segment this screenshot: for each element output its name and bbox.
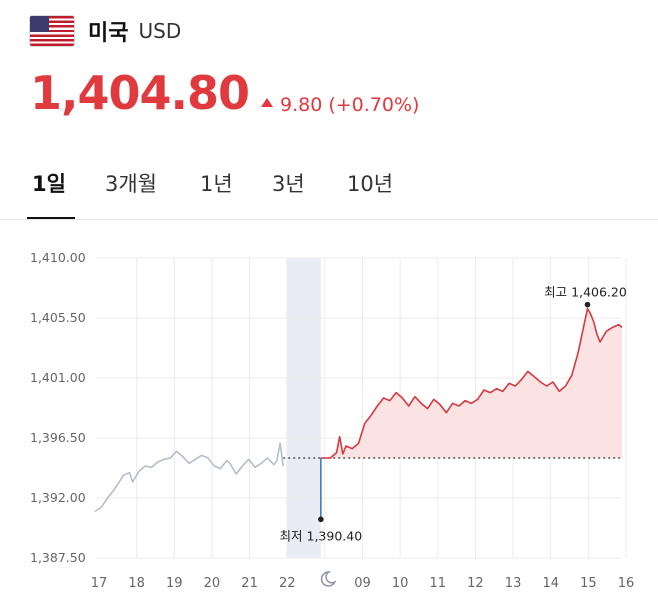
x-tick-label: 14 — [542, 576, 559, 591]
x-tick-label: 17 — [91, 576, 108, 591]
x-tick-label: 19 — [166, 576, 183, 591]
exchange-rate-chart[interactable]: 1,410.00 1,405.50 1,401.00 1,396.50 1,392.00… — [0, 230, 658, 602]
currency-header: 미국 USD — [30, 14, 181, 48]
tab-10-years[interactable]: 10년 — [347, 172, 394, 196]
y-tick-label: 1,401.00 — [30, 370, 86, 385]
high-marker-dot — [584, 301, 591, 308]
current-session-area — [320, 308, 622, 458]
y-tick-label: 1,396.50 — [30, 430, 86, 445]
y-tick-label: 1,405.50 — [30, 310, 86, 325]
tab-3-months[interactable]: 3개월 — [105, 172, 158, 196]
tabs-divider — [0, 219, 658, 220]
x-tick-label: 09 — [354, 576, 371, 591]
x-tick-label: 18 — [128, 576, 145, 591]
us-flag-icon — [30, 16, 74, 46]
x-tick-label: 21 — [241, 576, 258, 591]
tab-3-years[interactable]: 3년 — [272, 172, 305, 196]
low-marker-dot — [318, 516, 324, 523]
x-tick-label: 16 — [618, 576, 635, 591]
x-tick-label: 15 — [580, 576, 597, 591]
tab-1-year[interactable]: 1년 — [200, 172, 233, 196]
y-tick-label: 1,410.00 — [30, 250, 86, 265]
x-tick-label: 12 — [467, 576, 484, 591]
x-tick-label: 20 — [204, 576, 221, 591]
change-value: 9.80 — [280, 93, 323, 116]
period-tabs: 1일 3개월 1년 3년 10년 — [0, 160, 658, 220]
active-tab-indicator — [27, 217, 75, 219]
x-tick-label: 22 — [279, 576, 296, 591]
y-tick-label: 1,392.00 — [30, 490, 86, 505]
y-tick-label: 1,387.50 — [30, 550, 86, 565]
up-triangle-icon — [261, 98, 273, 107]
night-session-band — [286, 258, 321, 558]
country-name: 미국 — [88, 21, 129, 46]
price-row: 1,404.80 9.80 (+0.70%) — [30, 66, 419, 120]
x-tick-label: 11 — [430, 576, 447, 591]
tab-1-day[interactable]: 1일 — [32, 172, 66, 196]
current-price: 1,404.80 — [30, 66, 250, 120]
low-annotation-label: 최저 1,390.40 — [280, 528, 363, 543]
currency-code: USD — [138, 19, 182, 43]
previous-session-line — [94, 442, 285, 513]
x-tick-label: 10 — [392, 576, 409, 591]
moon-icon — [320, 571, 337, 587]
price-change: 9.80 (+0.70%) — [261, 94, 419, 116]
change-percent: (+0.70%) — [328, 93, 420, 116]
current-session-line — [320, 307, 623, 459]
x-tick-label: 13 — [505, 576, 522, 591]
high-annotation-label: 최고 1,406.20 — [544, 285, 627, 300]
